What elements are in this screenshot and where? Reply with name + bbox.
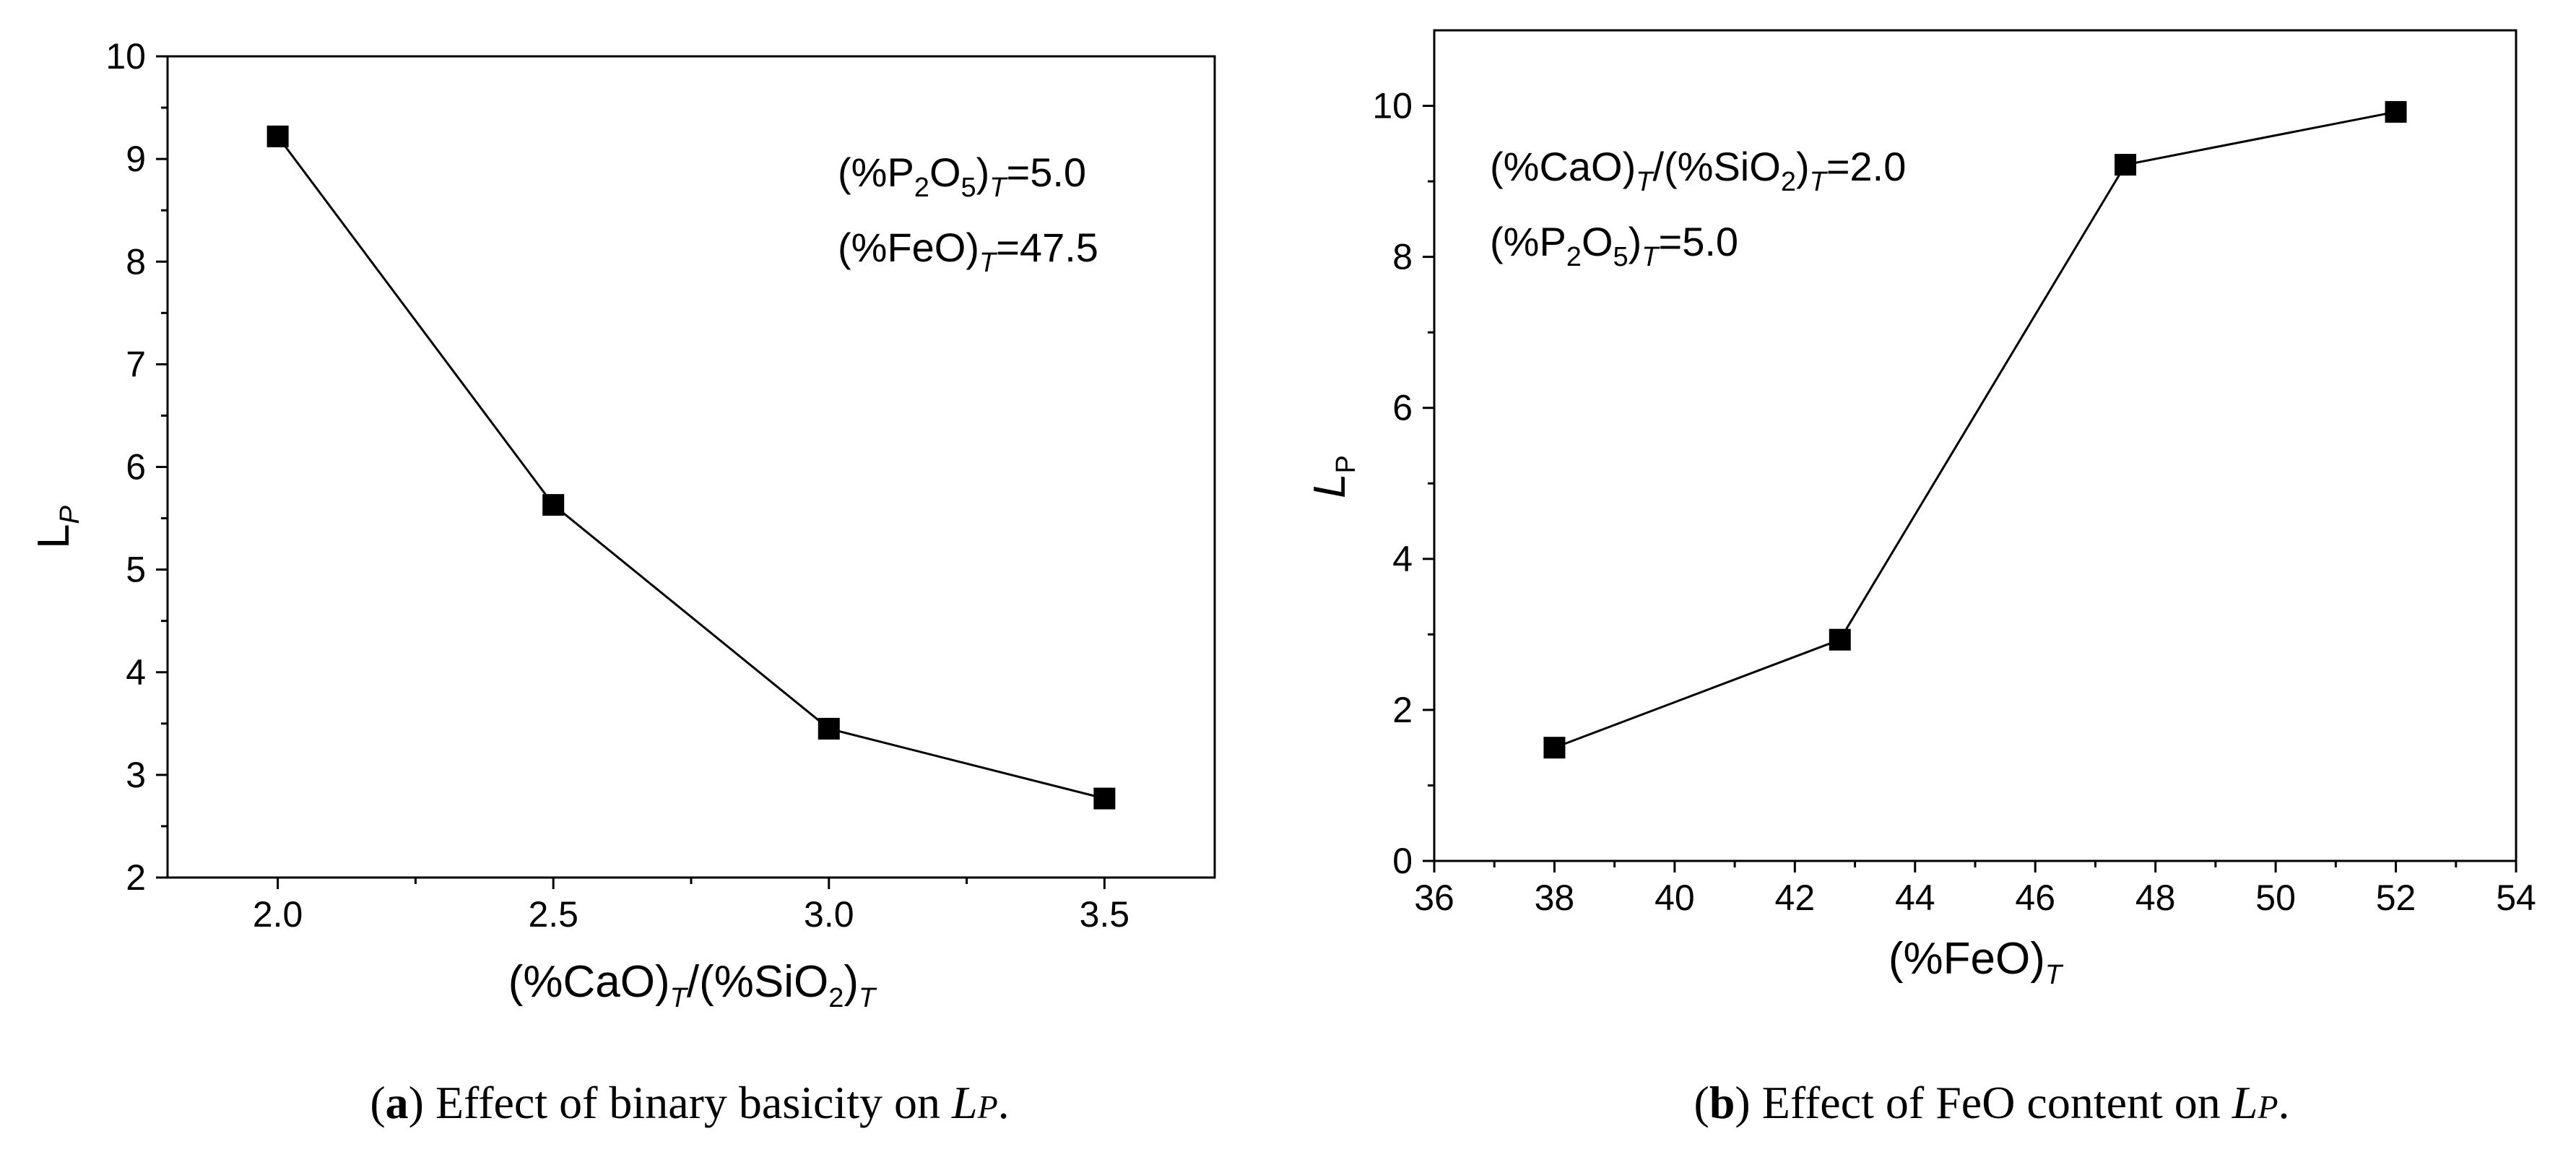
chart-b-x-tick-label: 42 bbox=[1775, 878, 1816, 918]
chart-a-data-point bbox=[818, 717, 840, 740]
chart-a-caption: (a) Effect of binary basicity on LP. bbox=[370, 1077, 1009, 1128]
chart-b-caption: (b) Effect of FeO content on LP. bbox=[1694, 1077, 2290, 1128]
chart-b-y-tick-label: 8 bbox=[1392, 237, 1413, 277]
chart-a-annotation-p2o5: (%P2O5)T=5.0 bbox=[838, 150, 1086, 203]
chart-a-annotation-feo: (%FeO)T=47.5 bbox=[838, 225, 1098, 278]
chart-a-y-tick-label: 10 bbox=[105, 36, 146, 77]
chart-b-y-axis-title: LP bbox=[1305, 455, 1361, 498]
chart-a-x-ticks: 2.0 2.5 3.0 3.5 bbox=[253, 878, 1129, 935]
chart-b-data-point bbox=[1829, 628, 1851, 651]
chart-a-y-axis-title: LP bbox=[29, 505, 85, 548]
chart-b-x-tick-label: 52 bbox=[2376, 878, 2416, 918]
chart-b-y-tick-label: 2 bbox=[1392, 690, 1413, 730]
chart-a-markers bbox=[266, 125, 1116, 810]
chart-a-y-tick-label: 9 bbox=[126, 139, 146, 179]
chart-a-y-tick-label: 4 bbox=[126, 652, 146, 693]
chart-b-data-point bbox=[1543, 737, 1566, 759]
chart-a-y-tick-label: 3 bbox=[126, 755, 146, 795]
chart-a: 2.0 2.5 3.0 3.5 2 3 4 5 6 7 8 9 10 LP (%CaO)T/(%SiO… bbox=[29, 36, 1216, 1128]
chart-b-x-tick-label: 38 bbox=[1535, 878, 1575, 918]
chart-b-y-tick-label: 6 bbox=[1392, 388, 1413, 428]
chart-a-data-point bbox=[1093, 787, 1116, 810]
chart-a-data-point bbox=[542, 494, 565, 516]
chart-a-y-ticks: 2 3 4 5 6 7 8 9 10 bbox=[105, 36, 168, 898]
chart-b-annotation-basicity: (%CaO)T/(%SiO2)T=2.0 bbox=[1490, 144, 1906, 197]
chart-a-x-tick-label: 3.5 bbox=[1080, 894, 1130, 935]
chart-a-data-point bbox=[266, 125, 289, 147]
chart-b-x-tick-label: 50 bbox=[2255, 878, 2296, 918]
chart-b-data-point bbox=[2385, 100, 2407, 123]
chart-b-y-ticks: 0 2 4 6 8 10 bbox=[1372, 86, 1434, 881]
chart-a-y-tick-label: 6 bbox=[126, 447, 146, 488]
chart-b-x-tick-label: 46 bbox=[2015, 878, 2055, 918]
chart-a-y-tick-label: 8 bbox=[126, 241, 146, 282]
chart-b-x-tick-label: 44 bbox=[1895, 878, 1935, 918]
chart-a-y-tick-label: 7 bbox=[126, 344, 146, 384]
chart-b-y-tick-label: 0 bbox=[1392, 841, 1413, 881]
chart-a-y-tick-label: 5 bbox=[126, 550, 146, 590]
chart-b-x-tick-label: 54 bbox=[2496, 878, 2536, 918]
chart-b-x-ticks: 36 38 40 42 44 46 48 50 52 54 bbox=[1414, 861, 2536, 918]
chart-a-x-tick-label: 2.5 bbox=[528, 894, 578, 935]
chart-a-series-line bbox=[277, 135, 1105, 800]
chart-b-x-tick-label: 48 bbox=[2135, 878, 2176, 918]
chart-b-y-tick-label: 10 bbox=[1372, 86, 1413, 126]
chart-b-annotation-p2o5: (%P2O5)T=5.0 bbox=[1490, 219, 1738, 272]
chart-b-markers bbox=[1543, 100, 2407, 759]
chart-b-x-axis-title: (%FeO)T bbox=[1888, 934, 2064, 990]
chart-b-data-point bbox=[2115, 154, 2137, 176]
chart-a-x-axis-title: (%CaO)T/(%SiO2)T bbox=[508, 957, 877, 1013]
chart-b-x-tick-label: 40 bbox=[1655, 878, 1695, 918]
chart-a-x-tick-label: 3.0 bbox=[804, 894, 854, 935]
chart-b-y-tick-label: 4 bbox=[1392, 539, 1413, 579]
chart-a-y-tick-label: 2 bbox=[126, 857, 146, 898]
chart-b-series-line bbox=[1553, 111, 2396, 749]
chart-a-x-tick-label: 2.0 bbox=[253, 894, 303, 935]
chart-b-x-tick-label: 36 bbox=[1414, 878, 1454, 918]
